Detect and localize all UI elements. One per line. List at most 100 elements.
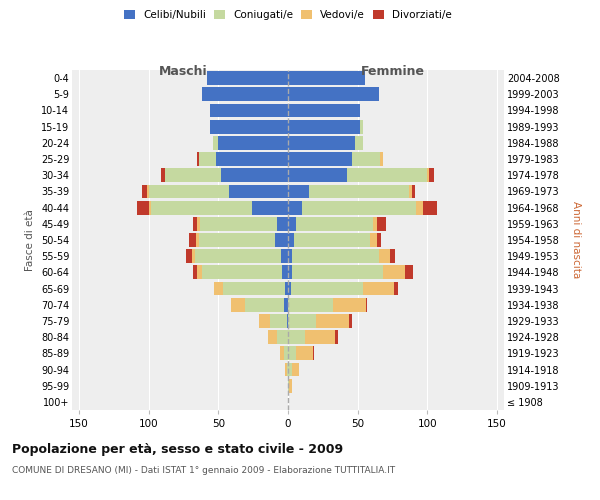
Bar: [332, 298, 366, 312]
Bar: [296, 217, 373, 230]
Bar: [352, 152, 380, 166]
Bar: [284, 298, 288, 312]
Bar: [149, 184, 229, 198]
Bar: [200, 217, 277, 230]
Bar: [268, 330, 277, 344]
Text: Femmine: Femmine: [361, 65, 425, 78]
Bar: [270, 314, 287, 328]
Bar: [196, 233, 199, 247]
Bar: [355, 136, 363, 149]
Bar: [302, 200, 416, 214]
Bar: [194, 250, 281, 263]
Bar: [288, 120, 361, 134]
Bar: [288, 298, 332, 312]
Bar: [423, 200, 437, 214]
Bar: [214, 282, 223, 296]
Bar: [221, 168, 288, 182]
Bar: [288, 71, 365, 85]
Bar: [189, 233, 196, 247]
Bar: [412, 184, 415, 198]
Bar: [349, 314, 352, 328]
Bar: [394, 282, 398, 296]
Bar: [416, 200, 423, 214]
Bar: [293, 233, 370, 247]
Bar: [380, 152, 383, 166]
Bar: [280, 346, 284, 360]
Bar: [366, 298, 367, 312]
Bar: [373, 217, 377, 230]
Bar: [288, 379, 289, 392]
Bar: [292, 362, 299, 376]
Bar: [166, 168, 221, 182]
Bar: [292, 266, 383, 280]
Bar: [207, 71, 288, 85]
Bar: [275, 233, 288, 247]
Legend: Celibi/Nubili, Coniugati/e, Vedovi/e, Divorziati/e: Celibi/Nubili, Coniugati/e, Vedovi/e, Di…: [124, 10, 452, 20]
Bar: [210, 120, 288, 134]
Bar: [379, 250, 390, 263]
Bar: [277, 330, 288, 344]
Bar: [223, 282, 285, 296]
Bar: [288, 233, 293, 247]
Bar: [377, 217, 386, 230]
Bar: [288, 104, 361, 118]
Bar: [285, 282, 288, 296]
Bar: [377, 233, 382, 247]
Bar: [147, 184, 149, 198]
Bar: [213, 136, 218, 149]
Bar: [390, 250, 395, 263]
Bar: [288, 314, 316, 328]
Bar: [370, 233, 377, 247]
Bar: [292, 250, 379, 263]
Bar: [215, 152, 288, 166]
Bar: [289, 379, 292, 392]
Bar: [285, 362, 287, 376]
Bar: [429, 168, 434, 182]
Bar: [305, 330, 335, 344]
Bar: [363, 282, 394, 296]
Bar: [309, 184, 409, 198]
Bar: [288, 330, 305, 344]
Bar: [288, 282, 291, 296]
Bar: [287, 314, 288, 328]
Y-axis label: Fasce di età: Fasce di età: [25, 209, 35, 271]
Bar: [288, 152, 352, 166]
Text: Popolazione per età, sesso e stato civile - 2009: Popolazione per età, sesso e stato civil…: [12, 442, 343, 456]
Bar: [361, 120, 363, 134]
Bar: [288, 200, 302, 214]
Bar: [142, 184, 147, 198]
Bar: [202, 88, 288, 101]
Bar: [288, 217, 296, 230]
Bar: [288, 362, 292, 376]
Bar: [202, 266, 283, 280]
Bar: [199, 233, 275, 247]
Bar: [288, 184, 309, 198]
Bar: [288, 88, 379, 101]
Bar: [291, 282, 363, 296]
Bar: [405, 266, 413, 280]
Bar: [427, 168, 429, 182]
Bar: [149, 200, 151, 214]
Bar: [277, 217, 288, 230]
Bar: [288, 250, 292, 263]
Text: COMUNE DI DRESANO (MI) - Dati ISTAT 1° gennaio 2009 - Elaborazione TUTTITALIA.IT: COMUNE DI DRESANO (MI) - Dati ISTAT 1° g…: [12, 466, 395, 475]
Y-axis label: Anni di nascita: Anni di nascita: [571, 202, 581, 278]
Bar: [218, 136, 288, 149]
Bar: [197, 217, 200, 230]
Bar: [281, 250, 288, 263]
Bar: [210, 104, 288, 118]
Bar: [316, 314, 349, 328]
Bar: [151, 200, 252, 214]
Bar: [197, 266, 202, 280]
Bar: [288, 168, 347, 182]
Bar: [137, 200, 149, 214]
Bar: [288, 266, 292, 280]
Bar: [186, 250, 192, 263]
Bar: [231, 298, 245, 312]
Bar: [313, 346, 314, 360]
Bar: [296, 346, 313, 360]
Bar: [409, 184, 412, 198]
Bar: [197, 152, 199, 166]
Bar: [347, 168, 427, 182]
Bar: [288, 346, 296, 360]
